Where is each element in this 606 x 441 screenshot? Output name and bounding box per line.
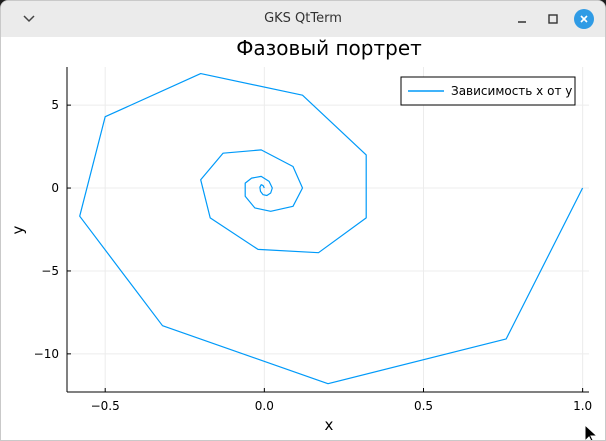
plot-canvas: −0.5 0.0 0.5 1.0 −10 −5 0 5 Фазовый портрет x y… xyxy=(1,36,605,440)
series-line xyxy=(79,72,584,385)
axes xyxy=(66,67,589,393)
y-axis-label: y xyxy=(9,225,27,234)
close-icon xyxy=(574,9,594,29)
legend-label: Зависимость x от y xyxy=(451,84,572,98)
x-tick-label: 0.5 xyxy=(414,399,433,413)
y-tick-label: 5 xyxy=(51,98,59,112)
maximize-icon[interactable] xyxy=(541,7,565,31)
phase-portrait-chart: −0.5 0.0 0.5 1.0 −10 −5 0 5 Фазовый портрет x y… xyxy=(9,36,593,434)
x-axis-label: x xyxy=(325,416,334,434)
y-tick-label: −10 xyxy=(34,347,59,361)
window-menu-chevron-icon[interactable] xyxy=(17,7,41,31)
grid xyxy=(67,67,589,392)
minimize-icon[interactable] xyxy=(510,7,534,31)
x-tick-label: 0.0 xyxy=(255,399,274,413)
legend: Зависимость x от y xyxy=(400,76,576,106)
series-layer xyxy=(79,72,584,385)
ticks: −0.5 0.0 0.5 1.0 −10 −5 0 5 xyxy=(34,98,593,413)
window-title: GKS QtTerm xyxy=(264,11,342,26)
y-tick-label: −5 xyxy=(41,264,59,278)
title-bar: GKS QtTerm xyxy=(1,1,605,38)
x-tick-label: −0.5 xyxy=(91,399,120,413)
chart-title: Фазовый портрет xyxy=(236,37,422,60)
x-tick-label: 1.0 xyxy=(573,399,592,413)
y-tick-label: 0 xyxy=(51,181,59,195)
close-button[interactable] xyxy=(572,7,596,31)
mouse-cursor-icon xyxy=(584,423,600,440)
